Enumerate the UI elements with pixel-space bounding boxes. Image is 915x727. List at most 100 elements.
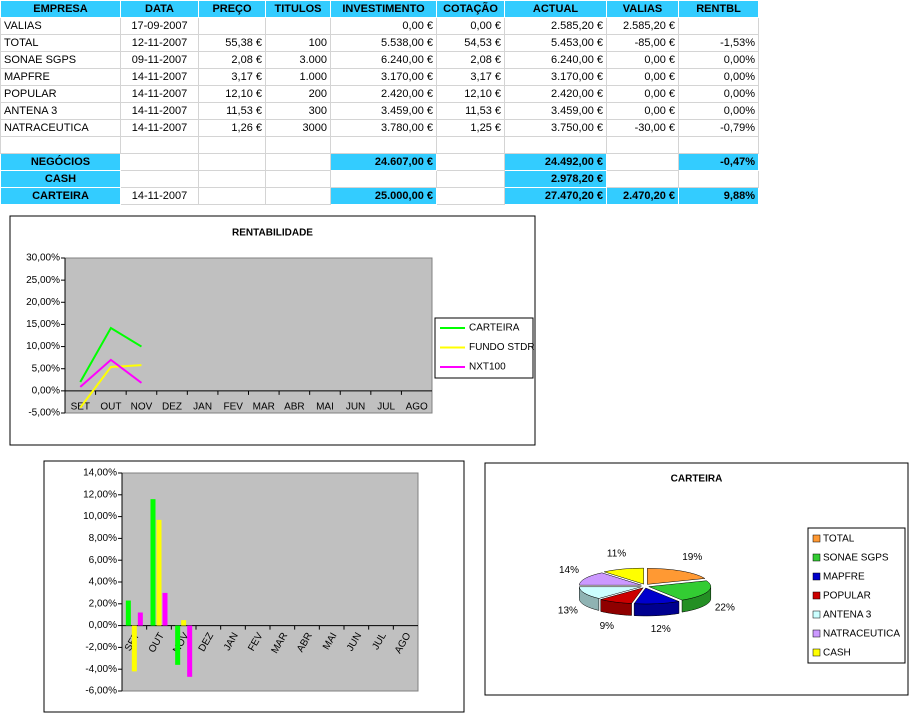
slice-label: 11% xyxy=(607,549,626,560)
y-tick-label: 6,00% xyxy=(89,555,117,566)
x-tick-label: MAR xyxy=(253,401,275,412)
x-tick-label: ABR xyxy=(284,401,305,412)
cell xyxy=(678,170,759,188)
cell: 3,17 € xyxy=(198,68,266,86)
y-tick-label: 10,00% xyxy=(83,511,117,522)
cell: 3.459,00 € xyxy=(330,102,437,120)
y-tick-label: 10,00% xyxy=(26,341,60,352)
table-row: POPULAR 14-11-2007 12,10 €200 2.420,00 €12,… xyxy=(0,85,759,103)
cell xyxy=(330,170,437,188)
legend-label: ANTENA 3 xyxy=(823,610,872,621)
cell xyxy=(265,170,331,188)
cell: TOTAL xyxy=(0,34,121,52)
slice-label: 13% xyxy=(558,605,578,616)
cell: 14-11-2007 xyxy=(120,68,199,86)
bar xyxy=(137,612,143,626)
y-tick-label: 0,00% xyxy=(89,620,117,631)
cell xyxy=(678,136,759,154)
cell xyxy=(436,153,505,171)
cell: 0,00 € xyxy=(606,51,679,69)
x-tick-label: OUT xyxy=(100,401,121,412)
cell xyxy=(120,153,199,171)
cell: ACTUAL xyxy=(504,0,607,18)
y-tick-label: -4,00% xyxy=(85,664,117,675)
x-tick-label: MAI xyxy=(316,401,334,412)
table-row: SONAE SGPS 09-11-2007 2,08 €3.000 6.240,00 … xyxy=(0,51,759,69)
cell: 0,00 € xyxy=(606,68,679,86)
cell: 100 xyxy=(265,34,331,52)
cell: 2,08 € xyxy=(198,51,266,69)
bar xyxy=(162,592,168,626)
series-line xyxy=(79,326,142,383)
cell: INVESTIMENTO xyxy=(330,0,437,18)
x-tick-label: DEZ xyxy=(162,401,182,412)
x-tick-label: JAN xyxy=(193,401,212,412)
cell: 6.240,00 € xyxy=(330,51,437,69)
plot-area xyxy=(64,257,433,414)
bar xyxy=(187,625,193,677)
cell xyxy=(265,187,331,205)
cell xyxy=(0,136,121,154)
cell: COTAÇÃO xyxy=(436,0,505,18)
cell: DATA xyxy=(120,0,199,18)
legend-label: MAPFRE xyxy=(823,572,865,583)
cell: 2.585,20 € xyxy=(504,17,607,35)
y-tick-label: -6,00% xyxy=(85,686,117,697)
slice-label: 19% xyxy=(682,552,702,563)
cell: 2,08 € xyxy=(436,51,505,69)
slice xyxy=(646,568,706,585)
cell xyxy=(198,170,266,188)
table-row: CASH 2.978,20 € xyxy=(0,170,759,188)
table-row xyxy=(0,136,759,154)
y-tick-label: 0,00% xyxy=(32,385,60,396)
chart-title: RENTABILIDADE xyxy=(232,228,313,239)
cell: 55,38 € xyxy=(198,34,266,52)
x-tick-label: NOV xyxy=(131,401,153,412)
table-row: EMPRESA DATA PREÇO TITULOS INVESTIMENTO COTAÇ… xyxy=(0,0,759,18)
cell: 24.607,00 € xyxy=(330,153,437,171)
y-tick-label: 14,00% xyxy=(83,468,117,479)
cell: 0,00% xyxy=(678,51,759,69)
y-tick-label: -5,00% xyxy=(28,408,60,419)
legend-label: CASH xyxy=(823,648,851,659)
cell: 11,53 € xyxy=(436,102,505,120)
cell: 200 xyxy=(265,85,331,103)
cell: -1,53% xyxy=(678,34,759,52)
y-tick-label: 5,00% xyxy=(32,363,60,374)
cell: 3,17 € xyxy=(436,68,505,86)
cell: VALIAS xyxy=(606,0,679,18)
cell: NATRACEUTICA xyxy=(0,119,121,137)
cell: 12-11-2007 xyxy=(120,34,199,52)
bar xyxy=(156,519,162,626)
cell: 24.492,00 € xyxy=(504,153,607,171)
cell: 2.585,20 € xyxy=(606,17,679,35)
table-row: TOTAL 12-11-2007 55,38 €100 5.538,00 €54,53… xyxy=(0,34,759,52)
y-tick-label: 25,00% xyxy=(26,275,60,286)
cell: SONAE SGPS xyxy=(0,51,121,69)
cell: 9,88% xyxy=(678,187,759,205)
cell xyxy=(436,170,505,188)
cell: ANTENA 3 xyxy=(0,102,121,120)
cell xyxy=(198,187,266,205)
cell xyxy=(436,187,505,205)
cell: 3.750,00 € xyxy=(504,119,607,137)
slice-label: 9% xyxy=(600,621,615,632)
y-tick-label: 12,00% xyxy=(83,489,117,500)
cell: 2.978,20 € xyxy=(504,170,607,188)
legend-label: SONAE SGPS xyxy=(823,553,889,564)
cell: 1,25 € xyxy=(436,119,505,137)
legend-label: FUNDO STDR xyxy=(469,342,535,353)
x-tick-label: AGO xyxy=(406,401,428,412)
cell: 2.470,20 € xyxy=(606,187,679,205)
cell xyxy=(198,17,266,35)
legend-swatch xyxy=(812,629,821,638)
table-row: MAPFRE 14-11-2007 3,17 €1.000 3.170,00 €3,1… xyxy=(0,68,759,86)
y-tick-label: 30,00% xyxy=(26,253,60,264)
cell: 12,10 € xyxy=(198,85,266,103)
series-line xyxy=(79,358,143,388)
cell: 0,00 € xyxy=(606,85,679,103)
cell: 0,00 € xyxy=(606,102,679,120)
table-row: ANTENA 3 14-11-2007 11,53 €300 3.459,00 €11… xyxy=(0,102,759,120)
cell: CASH xyxy=(0,170,121,188)
